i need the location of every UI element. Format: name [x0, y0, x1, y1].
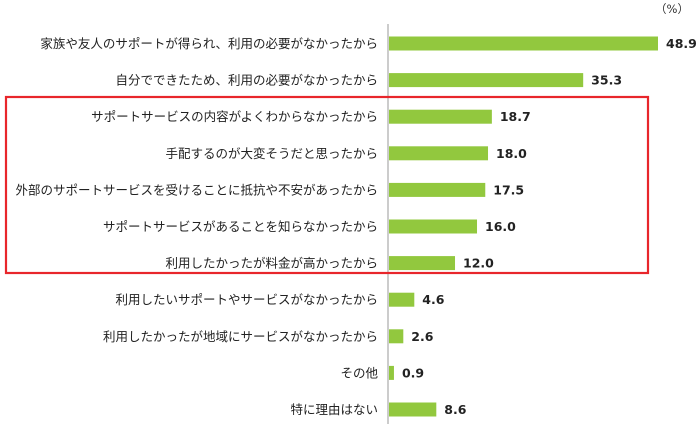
bar — [389, 73, 584, 88]
value-label: 8.6 — [444, 402, 466, 417]
value-label: 4.6 — [422, 292, 444, 307]
value-label: 2.6 — [411, 329, 433, 344]
value-label: 12.0 — [463, 256, 494, 271]
category-label: 利用したかったが料金が高かったから — [165, 256, 378, 271]
bar — [389, 109, 492, 124]
value-label: 16.0 — [485, 219, 516, 234]
category-label: 特に理由はない — [290, 402, 378, 417]
category-label: 外部のサポートサービスを受けることに抵抗や不安があったから — [15, 182, 378, 197]
bar — [389, 402, 437, 417]
unit-label: （%） — [655, 2, 689, 16]
bar — [389, 182, 486, 197]
bar — [389, 365, 394, 380]
bar — [389, 219, 478, 234]
category-label: その他 — [340, 365, 378, 380]
value-label: 48.9 — [666, 36, 697, 51]
bar — [389, 146, 489, 161]
value-label: 35.3 — [591, 73, 622, 88]
value-label: 18.7 — [500, 109, 531, 124]
category-label: サポートサービスがあることを知らなかったから — [103, 219, 378, 234]
bar — [389, 256, 456, 271]
category-label: 自分でできたため、利用の必要がなかったから — [115, 73, 378, 88]
category-label: 手配するのが大変そうだと思ったから — [165, 146, 378, 161]
value-label: 17.5 — [493, 182, 524, 197]
value-label: 0.9 — [402, 365, 424, 380]
category-label: 利用したかったが地域にサービスがなかったから — [103, 329, 378, 344]
category-label: 家族や友人のサポートが得られ、利用の必要がなかったから — [40, 36, 378, 51]
bar — [389, 292, 415, 307]
category-label: 利用したいサポートやサービスがなかったから — [115, 292, 378, 307]
bar — [389, 329, 404, 344]
highlight-box — [4, 95, 650, 275]
bar — [389, 36, 658, 51]
category-label: サポートサービスの内容がよくわからなかったから — [91, 109, 378, 124]
value-label: 18.0 — [496, 146, 527, 161]
